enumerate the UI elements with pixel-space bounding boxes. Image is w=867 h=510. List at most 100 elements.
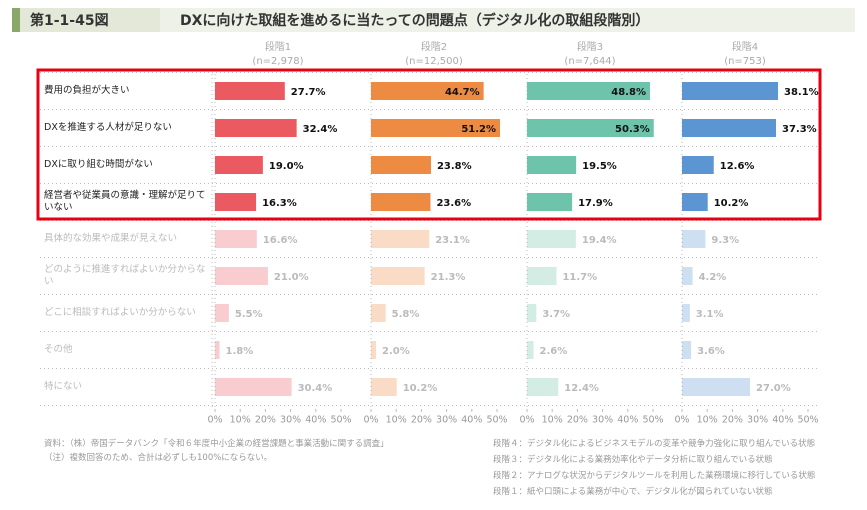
x-tick-label: 30% xyxy=(747,415,768,426)
source-note: 資料：（株）帝国データバンク「令和６年度中小企業の経営課題と事業活動に関する調査… xyxy=(44,439,389,449)
stage-note: 段階２：アナログな状況からデジタルツールを利用した業務環境に移行している状態 xyxy=(493,471,816,481)
x-tick-label: 20% xyxy=(722,415,743,426)
value-label: 9.3% xyxy=(711,235,739,246)
value-label: 32.4% xyxy=(303,124,338,135)
category-label: どこに相談すればよいか分からない xyxy=(44,307,196,318)
title-number-bg xyxy=(20,8,160,32)
value-label: 4.2% xyxy=(699,272,727,283)
highlight-box xyxy=(36,68,822,221)
bar xyxy=(371,156,431,174)
category-label: 経営者や従業員の意識・理解が足りていない xyxy=(44,190,206,213)
x-tick-label: 40% xyxy=(305,415,326,426)
x-tick-label: 30% xyxy=(436,415,457,426)
bar xyxy=(371,82,484,100)
bar xyxy=(682,341,692,359)
value-label: 23.1% xyxy=(435,235,470,246)
category-label: どのように推進すればよいか分からない xyxy=(44,264,206,287)
category-label: DXを推進する人材が足りない xyxy=(44,122,172,133)
value-label: 3.7% xyxy=(542,309,570,320)
bar xyxy=(371,230,430,248)
value-label: 2.6% xyxy=(540,346,568,357)
value-label: 11.7% xyxy=(562,272,597,283)
bar xyxy=(682,193,708,211)
stage-note: 段階３：デジタル化による業務効率化やデータ分析に取り組んでいる状態 xyxy=(493,455,773,465)
value-label: 1.8% xyxy=(226,346,254,357)
category-label: その他 xyxy=(44,344,73,355)
panel-title: 段階1 xyxy=(265,40,291,53)
x-tick-label: 10% xyxy=(386,415,407,426)
bar xyxy=(371,304,386,322)
category-label: 費用の負担が大きい xyxy=(44,85,130,96)
bar xyxy=(215,267,268,285)
bar xyxy=(527,304,537,322)
value-label: 19.5% xyxy=(582,161,617,172)
value-label: 12.4% xyxy=(564,383,599,394)
value-label: 17.9% xyxy=(578,198,613,209)
bar xyxy=(527,156,577,174)
bar xyxy=(215,341,220,359)
panel-title: 段階4 xyxy=(732,40,758,53)
bar xyxy=(527,82,650,100)
bar xyxy=(215,119,297,137)
bar xyxy=(682,119,776,137)
bar xyxy=(682,156,714,174)
bar xyxy=(527,119,654,137)
x-tick-label: 0% xyxy=(207,415,222,426)
panel-n: (n=7,644) xyxy=(564,56,615,67)
x-tick-label: 20% xyxy=(567,415,588,426)
bar xyxy=(371,378,397,396)
source-note: （注）複数回答のため、合計は必ずしも100%にならない。 xyxy=(44,453,273,463)
x-tick-label: 40% xyxy=(617,415,638,426)
value-label: 12.6% xyxy=(720,161,755,172)
value-label: 48.8% xyxy=(611,87,646,98)
value-label: 5.8% xyxy=(392,309,420,320)
bar xyxy=(527,378,559,396)
value-label: 10.2% xyxy=(403,383,438,394)
x-tick-label: 50% xyxy=(330,415,351,426)
x-tick-label: 0% xyxy=(519,415,534,426)
panel-n: (n=2,978) xyxy=(252,56,303,67)
x-tick-label: 40% xyxy=(461,415,482,426)
x-tick-label: 30% xyxy=(280,415,301,426)
title-marker xyxy=(12,8,20,32)
value-label: 30.4% xyxy=(298,383,333,394)
x-tick-label: 30% xyxy=(592,415,613,426)
bar xyxy=(215,304,229,322)
bar xyxy=(527,193,573,211)
bar xyxy=(215,82,285,100)
chart-title: DXに向けた取組を進めるに当たっての問題点（デジタル化の取組段階別） xyxy=(180,12,649,29)
bar xyxy=(682,230,706,248)
bar xyxy=(527,341,534,359)
value-label: 3.1% xyxy=(696,309,724,320)
value-label: 27.7% xyxy=(291,87,326,98)
bar xyxy=(371,193,431,211)
category-label: DXに取り組む時間がない xyxy=(44,159,153,170)
value-label: 16.3% xyxy=(262,198,297,209)
value-label: 2.0% xyxy=(382,346,410,357)
value-label: 27.0% xyxy=(756,383,791,394)
bar xyxy=(215,378,292,396)
panel-n: (n=753) xyxy=(724,56,766,67)
x-tick-label: 50% xyxy=(642,415,663,426)
value-label: 16.6% xyxy=(263,235,298,246)
value-label: 50.3% xyxy=(615,124,650,135)
panel-title: 段階2 xyxy=(421,40,447,53)
x-tick-label: 10% xyxy=(542,415,563,426)
value-label: 38.1% xyxy=(784,87,819,98)
bar xyxy=(527,267,557,285)
panel-title: 段階3 xyxy=(577,40,603,53)
stage-note: 段階４：デジタル化によるビジネスモデルの変革や競争力強化に取り組んでいる状態 xyxy=(493,439,816,449)
bar xyxy=(371,119,501,137)
value-label: 10.2% xyxy=(714,198,749,209)
x-tick-label: 20% xyxy=(411,415,432,426)
title-bg xyxy=(160,8,855,32)
x-tick-label: 10% xyxy=(230,415,251,426)
bar xyxy=(371,341,377,359)
bar xyxy=(215,156,263,174)
bar xyxy=(527,230,576,248)
value-label: 19.0% xyxy=(269,161,304,172)
value-label: 21.3% xyxy=(431,272,466,283)
bar xyxy=(682,82,779,100)
bar xyxy=(682,304,690,322)
